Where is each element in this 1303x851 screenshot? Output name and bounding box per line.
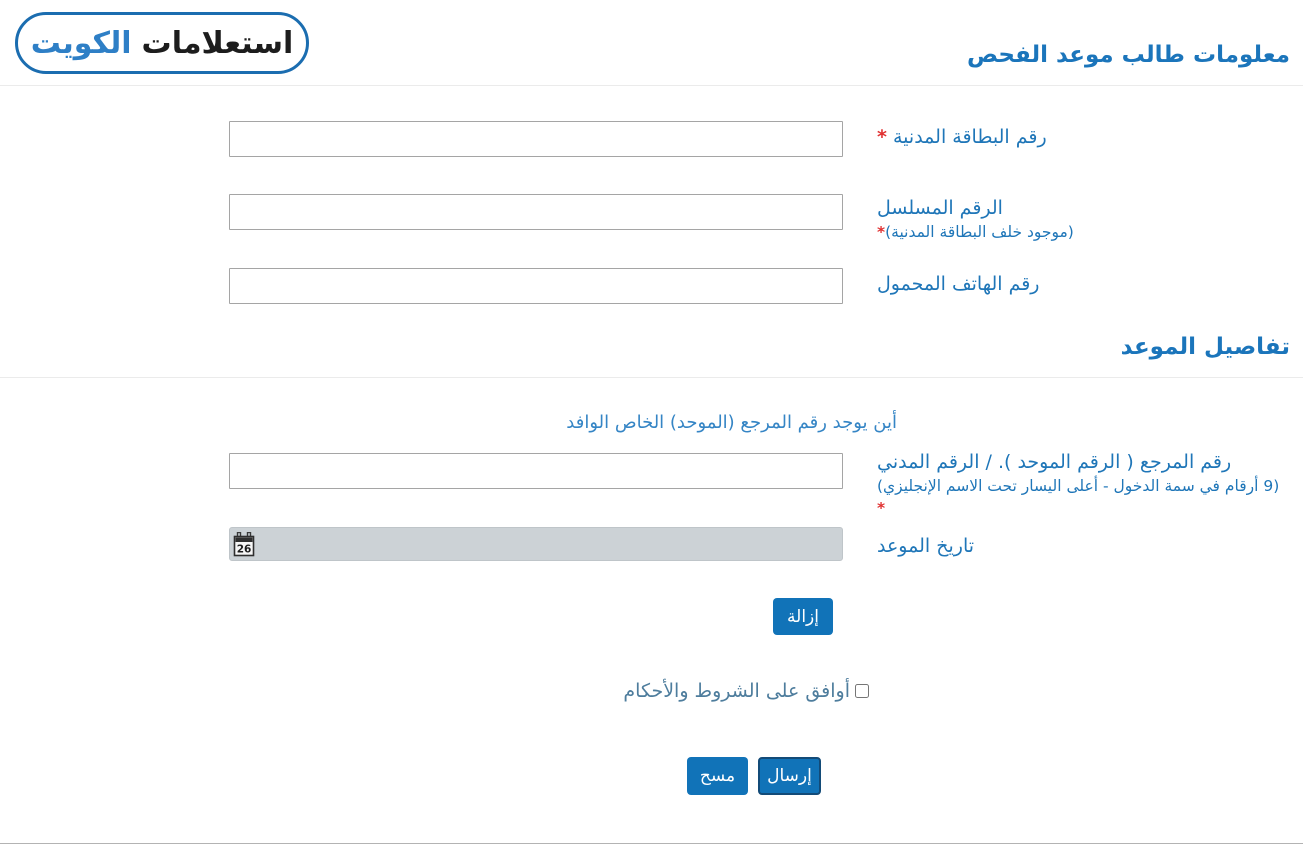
- appointment-date-picker[interactable]: 26: [229, 527, 843, 561]
- mobile-number-label-text: رقم الهاتف المحمول: [877, 273, 1040, 295]
- civil-id-label-text: رقم البطاقة المدنية: [892, 126, 1047, 148]
- serial-number-sublabel: (موجود خلف البطاقة المدنية)*: [877, 221, 1290, 243]
- serial-number-label-text: الرقم المسلسل: [877, 197, 1003, 219]
- civil-id-label: رقم البطاقة المدنية *: [877, 124, 1290, 150]
- terms-label[interactable]: أوافق على الشروط والأحكام: [623, 680, 850, 702]
- terms-checkbox[interactable]: [855, 684, 869, 698]
- submit-button[interactable]: إرسال: [758, 757, 821, 795]
- civil-id-required-mark: *: [877, 126, 887, 148]
- appointment-date-label-text: تاريخ الموعد: [877, 535, 975, 557]
- logo-text-part2: الكويت: [30, 25, 133, 61]
- where-is-reference-link[interactable]: أين يوجد رقم المرجع (الموحد) الخاص الواف…: [566, 412, 897, 433]
- kuwait-inquiries-logo[interactable]: استعلامات الكويت: [15, 12, 309, 74]
- reference-number-label: رقم المرجع ( الرقم الموحد ). / الرقم الم…: [877, 449, 1290, 519]
- civil-id-input[interactable]: [229, 121, 843, 157]
- serial-number-sublabel-text: (موجود خلف البطاقة المدنية): [885, 223, 1074, 241]
- page-title: معلومات طالب موعد الفحص: [966, 42, 1290, 68]
- reference-number-input[interactable]: [229, 453, 843, 489]
- logo-text-part1: استعلامات: [141, 25, 295, 61]
- mobile-number-label: رقم الهاتف المحمول: [877, 271, 1290, 297]
- remove-button[interactable]: إزالة: [773, 598, 833, 635]
- calendar-icon-day: 26: [237, 544, 252, 556]
- reference-number-label-text: رقم المرجع ( الرقم الموحد ). / الرقم الم…: [877, 451, 1232, 473]
- reference-number-sublabel: (9 أرقام في سمة الدخول - أعلى اليسار تحت…: [877, 475, 1290, 519]
- header-divider: [0, 85, 1303, 86]
- calendar-icon[interactable]: 26: [233, 531, 255, 561]
- serial-number-label: الرقم المسلسل (موجود خلف البطاقة المدنية…: [877, 195, 1290, 243]
- appointment-date-label: تاريخ الموعد: [877, 533, 1290, 559]
- footer-divider: [0, 843, 1303, 844]
- terms-row: أوافق على الشروط والأحكام: [623, 680, 869, 702]
- mobile-number-input[interactable]: [229, 268, 843, 304]
- serial-number-input[interactable]: [229, 194, 843, 230]
- section-divider: [0, 377, 1303, 378]
- section-title-appointment-details: تفاصيل الموعد: [1120, 334, 1290, 360]
- serial-number-required-mark: *: [877, 223, 886, 241]
- reference-number-sublabel-text: (9 أرقام في سمة الدخول - أعلى اليسار تحت…: [877, 477, 1280, 495]
- clear-button[interactable]: مسح: [687, 757, 748, 795]
- reference-number-required-mark: *: [877, 499, 886, 517]
